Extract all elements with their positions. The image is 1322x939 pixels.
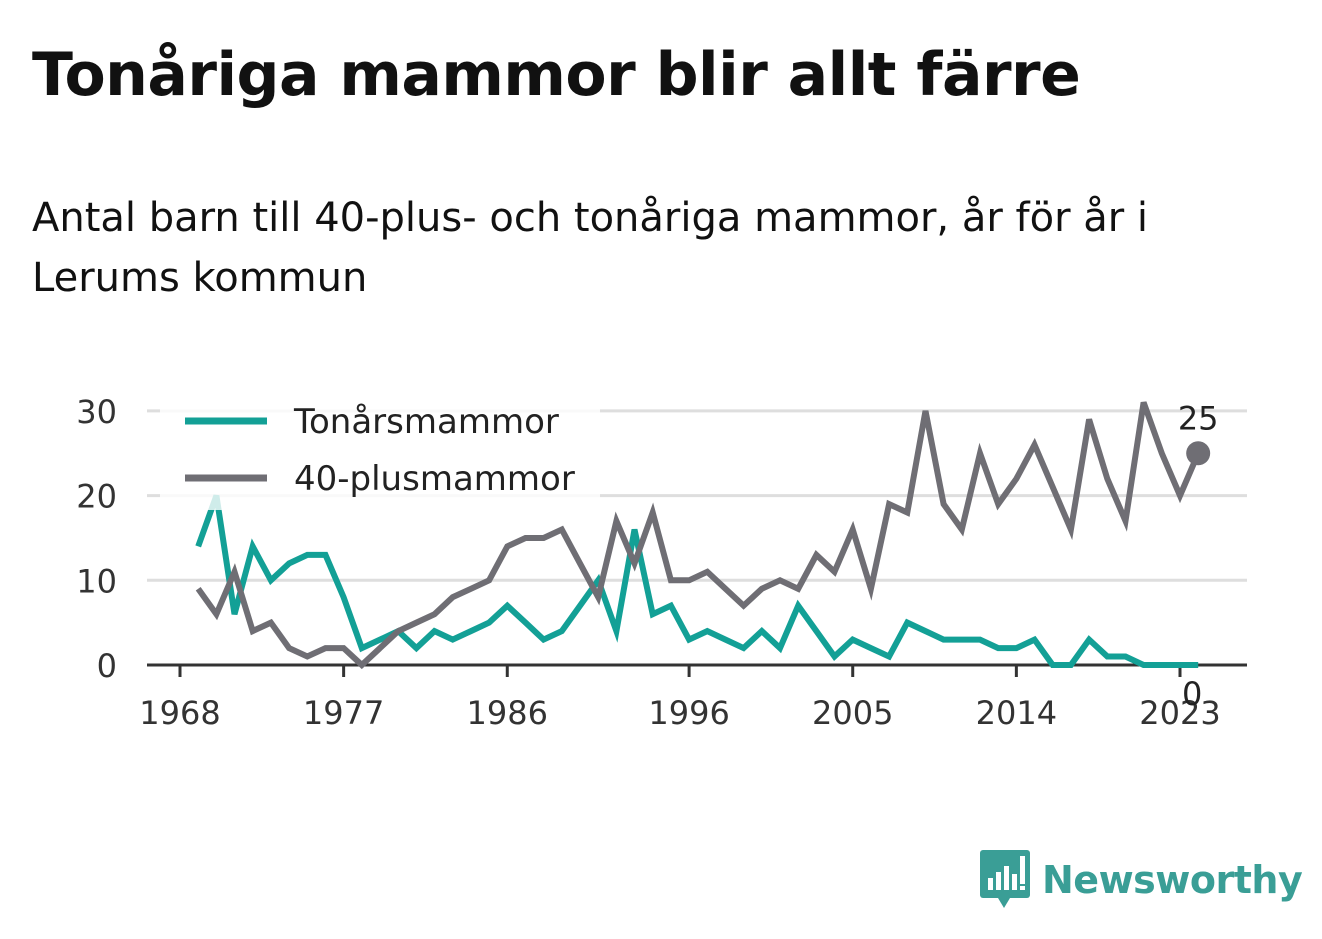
axes: 0 10 20 30 1968 1977 1986 1996 2005 2014 2023 <box>76 393 1247 732</box>
chart-subtitle: Antal barn till 40-plus- och tonåriga ma… <box>32 195 1149 301</box>
y-tick-label: 20 <box>76 478 117 516</box>
bar-chart-speech-bubble-icon <box>980 850 1030 908</box>
end-label-fortyplus: 25 <box>1178 399 1219 437</box>
legend-label: Tonårsmammor <box>293 402 559 442</box>
brand-name: Newsworthy <box>1042 858 1303 902</box>
end-marker-fortyplus <box>1186 441 1211 466</box>
x-tick-label: 2023 <box>1139 694 1220 732</box>
x-tick-label: 1986 <box>467 694 548 732</box>
x-tick-label: 1968 <box>139 694 220 732</box>
legend: Tonårsmammor 40-plusmammor <box>160 395 600 510</box>
x-tick-label: 1996 <box>648 694 729 732</box>
y-tick-label: 10 <box>76 562 117 600</box>
series-lines <box>195 401 1201 670</box>
series-line-tonarsmammor <box>195 494 1199 668</box>
x-tick-label: 2014 <box>976 694 1057 732</box>
end-label-tonarsmammor: 0 <box>1182 675 1202 713</box>
y-tick-label: 30 <box>76 393 117 431</box>
x-tick-label: 1977 <box>303 694 384 732</box>
y-tick-label: 0 <box>97 647 117 685</box>
newsworthy-logo: Newsworthy <box>980 850 1303 910</box>
legend-label: 40-plusmammor <box>294 459 575 499</box>
line-chart: 0 10 20 30 1968 1977 1986 1996 2005 2014 2023 Tonå… <box>76 393 1247 732</box>
end-labels: 25 0 <box>1178 399 1219 713</box>
x-tick-label: 2005 <box>812 694 893 732</box>
chart-title: Tonåriga mammor blir allt färre <box>32 40 1081 110</box>
legend-background <box>160 395 600 510</box>
series-line-fortyplus <box>195 401 1201 670</box>
